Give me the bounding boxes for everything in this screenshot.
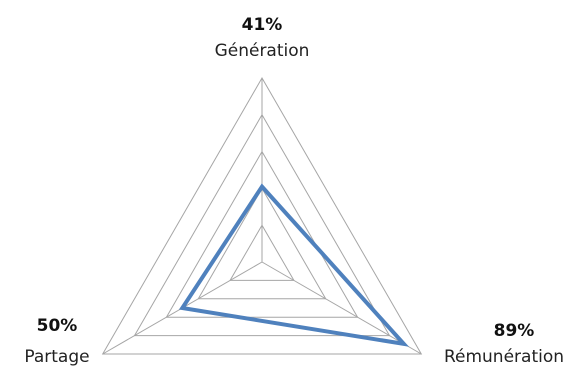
axis-label-generation: Génération <box>215 41 310 61</box>
grid-ring-1 <box>229 224 295 281</box>
axis-label-partage: Partage <box>24 347 89 367</box>
grid-ring-4 <box>133 113 391 337</box>
value-label-remuneration: 89% <box>494 321 535 341</box>
series-polygon <box>178 183 410 347</box>
axis-label-remuneration: Rémunération <box>444 347 564 367</box>
grid-ring-2 <box>197 187 327 300</box>
grid-ring-5 <box>101 76 423 355</box>
radar-grid <box>101 76 423 355</box>
grid-ring-3 <box>165 150 359 318</box>
value-label-generation: 41% <box>242 15 283 35</box>
value-label-partage: 50% <box>37 316 78 336</box>
spoke-remuneration <box>261 261 422 355</box>
